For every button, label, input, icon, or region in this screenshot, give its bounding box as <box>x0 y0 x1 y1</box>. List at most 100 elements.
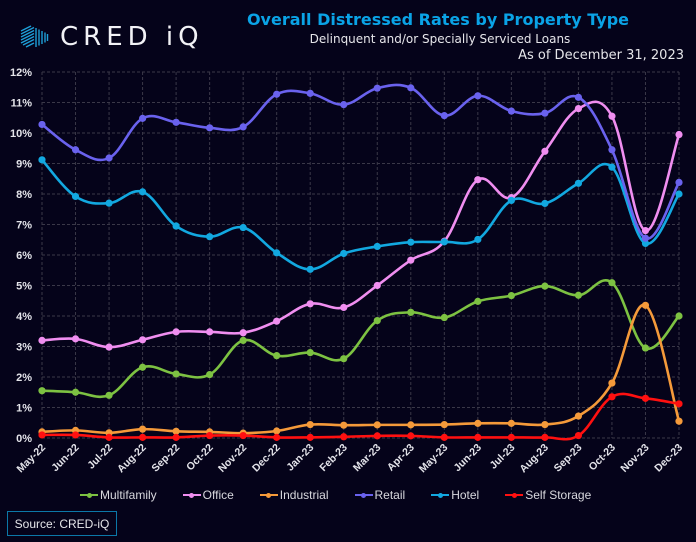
data-point <box>574 93 583 101</box>
data-point <box>641 344 650 352</box>
x-tick-label: Sep-22 <box>149 442 182 475</box>
data-point <box>608 379 616 387</box>
data-point <box>273 427 281 435</box>
data-point <box>239 336 247 344</box>
data-point <box>574 291 583 299</box>
y-tick-label: 8% <box>16 189 32 201</box>
data-point <box>71 431 80 439</box>
data-point <box>574 412 583 420</box>
data-point <box>541 199 549 208</box>
data-point <box>407 421 415 429</box>
y-tick-label: 12% <box>10 67 32 79</box>
data-point <box>340 303 348 312</box>
data-point <box>474 92 482 100</box>
x-tick-label: May-23 <box>417 442 451 476</box>
data-point <box>440 313 448 322</box>
data-point <box>474 433 482 441</box>
data-point <box>474 176 482 184</box>
data-point <box>675 417 683 425</box>
data-point <box>641 394 650 402</box>
data-point <box>541 433 549 441</box>
data-point <box>138 425 147 433</box>
data-point <box>507 196 515 205</box>
legend-swatch-icon <box>431 492 450 498</box>
legend-item: Hotel <box>431 488 479 502</box>
legend-label: Multifamily <box>100 488 157 502</box>
y-tick-label: 9% <box>16 159 32 171</box>
data-point <box>172 427 180 435</box>
cube-stripes-icon <box>20 25 49 48</box>
data-point <box>172 433 180 441</box>
data-point <box>675 178 683 187</box>
data-point <box>474 297 482 305</box>
legend-item: Retail <box>354 488 406 502</box>
data-point <box>340 433 348 441</box>
x-tick-label: Aug-22 <box>115 442 149 476</box>
legend-label: Office <box>202 488 234 502</box>
data-point <box>206 328 214 336</box>
data-point <box>306 349 314 357</box>
data-point <box>541 109 549 117</box>
data-point <box>172 328 180 336</box>
data-point <box>541 147 549 155</box>
legend-label: Retail <box>374 488 406 502</box>
data-point <box>138 336 147 344</box>
data-point <box>71 388 80 396</box>
series-line <box>40 158 681 271</box>
data-point <box>340 355 348 363</box>
data-point <box>407 432 415 440</box>
x-tick-label: Sep-23 <box>552 442 585 475</box>
data-point <box>138 433 147 441</box>
legend-swatch-icon <box>259 492 278 498</box>
data-point <box>206 370 214 379</box>
legend: Multifamily Office Industrial Retail Hotel Se… <box>80 488 591 502</box>
data-point <box>608 279 616 287</box>
data-point <box>675 312 683 320</box>
data-point <box>273 433 281 441</box>
data-point <box>206 233 214 241</box>
data-point <box>138 188 147 196</box>
data-point <box>641 234 650 242</box>
x-tick-label: Feb-23 <box>317 442 350 475</box>
data-point <box>306 89 314 97</box>
y-tick-label: 2% <box>16 372 32 384</box>
data-point <box>206 124 214 132</box>
data-point <box>306 420 314 429</box>
y-tick-label: 10% <box>10 128 32 140</box>
data-point <box>440 420 448 429</box>
data-point <box>105 343 113 351</box>
as-of-date: As of December 31, 2023 <box>518 48 684 63</box>
x-tick-label: Nov-22 <box>216 442 249 475</box>
data-point <box>474 419 482 427</box>
data-point <box>239 431 247 440</box>
x-tick-label: Oct-23 <box>586 442 618 474</box>
data-point <box>71 146 80 154</box>
chart-title: Overall Distressed Rates by Property Typ… <box>246 10 630 29</box>
data-point <box>474 235 482 244</box>
data-point <box>38 336 46 344</box>
data-point <box>440 238 448 246</box>
x-tick-label: Dec-23 <box>652 442 685 475</box>
data-point <box>340 101 348 109</box>
data-point <box>273 90 281 98</box>
series-retail <box>38 83 683 242</box>
legend-item: Multifamily <box>80 488 157 502</box>
data-point <box>608 146 616 154</box>
data-point <box>507 291 515 300</box>
series-industrial <box>38 301 683 437</box>
x-tick-label: Nov-23 <box>618 442 651 475</box>
x-tick-label: Apr-23 <box>385 442 417 474</box>
y-tick-label: 0% <box>16 433 32 445</box>
data-point <box>675 400 683 408</box>
data-point <box>340 421 348 429</box>
data-point <box>574 431 583 440</box>
data-point <box>306 300 314 308</box>
data-point <box>407 308 415 316</box>
y-tick-label: 11% <box>11 98 33 110</box>
data-point <box>373 84 381 92</box>
data-point <box>306 265 314 273</box>
line-chart: 0%1%2%3%4%5%6%7%8%9%10%11%12% May-22 Jun-… <box>10 67 685 476</box>
data-point <box>105 199 113 207</box>
y-tick-label: 7% <box>16 220 32 232</box>
data-point <box>641 227 650 235</box>
